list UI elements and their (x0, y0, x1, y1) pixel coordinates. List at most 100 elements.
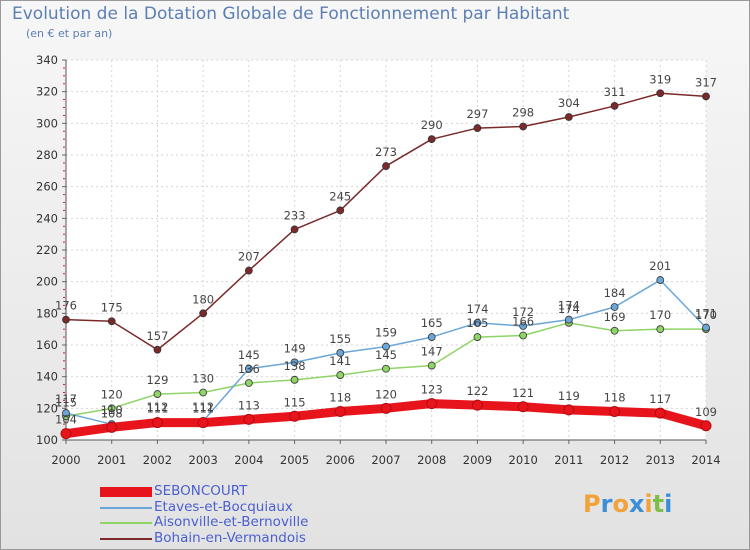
data-point (60, 428, 72, 440)
legend-swatch (100, 487, 152, 497)
data-label: 172 (512, 305, 534, 319)
y-tick-label: 220 (36, 243, 58, 257)
y-tick-label: 240 (36, 211, 58, 225)
proxiti-logo: Proxiti (583, 490, 672, 518)
data-label: 157 (146, 329, 168, 343)
data-label: 109 (695, 405, 717, 419)
logo-letter: i (664, 490, 673, 518)
data-point (427, 333, 436, 341)
data-label: 145 (375, 348, 397, 362)
data-point (702, 323, 710, 332)
y-tick-label: 320 (36, 85, 58, 99)
y-tick-label: 180 (36, 306, 58, 320)
data-label: 273 (375, 145, 397, 159)
data-label: 171 (695, 307, 717, 321)
data-label: 113 (238, 398, 260, 412)
y-tick-label: 140 (36, 370, 58, 384)
x-tick-label: 2007 (371, 453, 400, 467)
data-label: 155 (329, 332, 351, 346)
data-label: 290 (421, 118, 443, 132)
data-label: 297 (466, 107, 488, 121)
data-point (427, 361, 436, 370)
data-label: 174 (558, 302, 580, 316)
data-point (336, 206, 345, 215)
x-tick-label: 2014 (691, 453, 720, 467)
logo-letter: t (652, 490, 665, 518)
data-point (564, 315, 573, 324)
data-point (153, 345, 162, 354)
data-point (519, 322, 528, 330)
logo-letter: x (628, 490, 645, 518)
x-tick-label: 2011 (554, 453, 583, 467)
x-tick-label: 2004 (234, 453, 263, 467)
data-point (243, 413, 255, 425)
data-label: 298 (512, 106, 534, 120)
logo-letter: o (612, 490, 629, 518)
data-label: 170 (695, 308, 717, 322)
data-label: 175 (101, 300, 123, 314)
legend-label: SEBONCOURT (154, 483, 248, 499)
data-point (151, 417, 163, 429)
data-label: 118 (329, 391, 351, 405)
data-point (563, 404, 575, 416)
data-label: 166 (512, 315, 534, 329)
y-tick-label: 200 (36, 275, 58, 289)
legend-swatch (100, 506, 152, 509)
data-point (473, 333, 482, 341)
data-label: 245 (329, 189, 351, 203)
data-label: 169 (604, 310, 626, 324)
legend-label: Aisonville-et-Bernoville (154, 514, 309, 530)
data-point (427, 135, 436, 144)
data-point (656, 325, 665, 334)
x-tick-label: 2012 (600, 453, 629, 467)
data-point (336, 371, 345, 379)
data-label: 115 (55, 395, 77, 409)
data-label: 112 (146, 400, 168, 414)
data-point (107, 404, 116, 413)
data-label: 117 (649, 392, 671, 406)
data-label: 110 (101, 403, 123, 417)
data-label: 165 (421, 316, 443, 330)
legend-swatch (100, 537, 152, 540)
data-point (610, 303, 619, 311)
x-tick-label: 2001 (97, 453, 126, 467)
data-point (244, 266, 253, 275)
data-label: 120 (101, 387, 123, 401)
data-point (106, 421, 118, 433)
y-tick-label: 120 (36, 401, 58, 415)
data-point (382, 342, 390, 351)
data-point (382, 364, 390, 373)
data-label: 120 (375, 387, 397, 401)
data-label: 147 (421, 345, 443, 359)
data-point (153, 390, 162, 398)
data-point (244, 364, 253, 373)
data-point (609, 406, 621, 417)
data-label: 233 (284, 208, 306, 222)
data-label: 112 (192, 400, 214, 414)
data-point (700, 420, 712, 432)
data-label: 311 (604, 85, 626, 99)
data-label: 118 (604, 391, 626, 405)
data-point (334, 406, 346, 417)
data-point (290, 358, 299, 367)
data-label: 108 (101, 406, 123, 420)
data-label: 304 (558, 96, 580, 110)
data-label: 130 (192, 372, 214, 386)
legend-label: Bohain-en-Vermandois (154, 529, 306, 546)
data-point (107, 317, 116, 326)
data-point (290, 375, 299, 384)
data-point (564, 113, 573, 121)
data-label: 122 (466, 384, 488, 398)
x-tick-label: 2010 (509, 453, 538, 467)
data-label: 201 (649, 259, 671, 273)
x-tick-label: 2003 (189, 453, 218, 467)
legend-swatch (100, 522, 152, 524)
data-point (62, 315, 70, 324)
x-tick-label: 2005 (280, 453, 309, 467)
data-point (382, 162, 390, 170)
data-label: 123 (421, 383, 443, 397)
data-label: 174 (558, 299, 580, 313)
x-tick-label: 2008 (417, 453, 446, 467)
data-point (610, 326, 619, 335)
